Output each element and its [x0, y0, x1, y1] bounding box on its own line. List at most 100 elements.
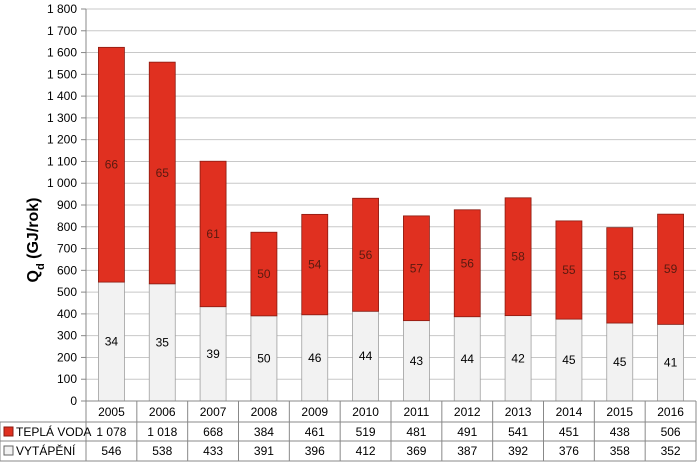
x-tick-label: 2005 [98, 405, 125, 419]
y-tick-label: 1 100 [47, 154, 77, 168]
bar-vytapeni [301, 314, 329, 402]
x-tick-label: 2013 [505, 405, 532, 419]
bar-tepla-voda [606, 227, 634, 324]
percent-label-tepla-voda: 61 [206, 227, 220, 241]
y-tick-label: 600 [57, 263, 77, 277]
percent-label-vytapeni: 44 [359, 349, 373, 363]
x-tick-label: 2006 [149, 405, 176, 419]
bar-tepla-voda [250, 231, 278, 317]
y-tick-label: 1 300 [47, 111, 77, 125]
y-axis-label-sub: d [35, 263, 47, 270]
y-tick-label: 1 700 [47, 24, 77, 38]
percent-label-tepla-voda: 65 [156, 166, 170, 180]
x-tick-label: 2015 [606, 405, 633, 419]
table-cell-tepla-voda: 668 [203, 425, 223, 439]
percent-label-tepla-voda: 66 [105, 158, 119, 172]
bar-tepla-voda [199, 160, 227, 308]
bar-tepla-voda [403, 215, 430, 322]
gridlines [86, 8, 696, 402]
table-cell-vytapeni: 538 [152, 444, 172, 458]
y-tick-label: 800 [57, 220, 77, 234]
percent-label-vytapeni: 50 [257, 351, 271, 365]
table-cell-vytapeni: 433 [203, 444, 223, 458]
x-tick-label: 2012 [454, 405, 481, 419]
x-tick-label: 2008 [251, 405, 278, 419]
bar-vytapeni [606, 322, 634, 402]
table-cell-tepla-voda: 451 [559, 425, 579, 439]
percent-label-tepla-voda: 57 [410, 261, 424, 275]
y-axis: 0 100 200 300 400 500 600 700 800 900 1 000 1 100 1 … [47, 2, 87, 408]
bar-tepla-voda [555, 220, 583, 320]
percent-label-tepla-voda: 55 [613, 268, 627, 282]
percent-label-tepla-voda: 58 [511, 250, 525, 264]
y-tick-label: 100 [57, 372, 77, 386]
percent-label-tepla-voda: 59 [664, 262, 678, 276]
y-tick-label: 1 000 [47, 176, 77, 190]
percent-label-vytapeni: 35 [156, 335, 170, 349]
bar-vytapeni [98, 281, 125, 402]
y-tick-label: 900 [57, 198, 77, 212]
legend-swatch-vytapeni [3, 445, 14, 456]
bar-vytapeni [148, 283, 176, 402]
bar-tepla-voda [453, 209, 481, 318]
y-tick-label: 1 600 [47, 46, 77, 60]
y-axis-label: Qd (GJ/rok) [25, 198, 47, 283]
y-axis-label-unit: (GJ/rok) [25, 198, 42, 264]
table-cell-tepla-voda: 519 [356, 425, 376, 439]
x-tick-label: 2011 [404, 405, 430, 419]
x-tick-label: 2016 [657, 405, 684, 419]
percent-label-tepla-voda: 56 [461, 256, 475, 270]
table-cell-tepla-voda: 541 [508, 425, 528, 439]
percent-label-vytapeni: 39 [206, 347, 220, 361]
x-tick-label: 2014 [556, 405, 583, 419]
data-table: 2005 2006 2007 2008 2009 2010 2011 2012 2013 2014… [0, 400, 697, 462]
table-cell-vytapeni: 358 [610, 444, 630, 458]
percent-label-vytapeni: 41 [664, 356, 678, 370]
bar-vytapeni [504, 315, 532, 402]
table-cell-tepla-voda: 438 [610, 425, 630, 439]
table-cell-vytapeni: 392 [508, 444, 528, 458]
x-tick-label: 2010 [352, 405, 379, 419]
legend-label-tepla-voda: TEPLÁ VODA [16, 424, 91, 439]
bar-vytapeni [555, 318, 583, 402]
y-tick-label: 300 [57, 329, 77, 343]
percent-label-vytapeni: 43 [410, 354, 424, 368]
table-cell-vytapeni: 376 [559, 444, 579, 458]
table-cell-tepla-voda: 1 078 [96, 425, 126, 439]
y-tick-label: 1 400 [47, 89, 77, 103]
table-cell-tepla-voda: 461 [305, 425, 325, 439]
table-cell-tepla-voda: 491 [457, 425, 477, 439]
percent-label-vytapeni: 44 [461, 352, 475, 366]
y-tick-label: 1 500 [47, 67, 77, 81]
table-cell-tepla-voda: 384 [254, 425, 274, 439]
bar-vytapeni [453, 316, 481, 402]
x-tick-label: 2009 [301, 405, 328, 419]
percent-label-tepla-voda: 55 [562, 263, 576, 277]
legend-label-vytapeni: VYTÁPĚNÍ [16, 443, 76, 458]
table-cell-vytapeni: 396 [305, 444, 325, 458]
percent-label-tepla-voda: 56 [359, 248, 373, 262]
y-tick-label: 1 800 [47, 2, 77, 16]
y-tick-label: 500 [57, 285, 77, 299]
legend-swatch-tepla-voda [3, 426, 14, 437]
table-cell-vytapeni: 391 [254, 444, 274, 458]
percent-label-vytapeni: 42 [511, 351, 525, 365]
bar-vytapeni [352, 310, 379, 402]
bar-tepla-voda [148, 61, 176, 285]
percent-label-vytapeni: 46 [308, 351, 322, 365]
y-axis-label-main: Q [25, 270, 42, 282]
table-cell-vytapeni: 412 [356, 444, 376, 458]
percent-label-vytapeni: 45 [613, 355, 627, 369]
bar-tepla-voda [504, 197, 532, 317]
bars: 34 66 35 65 39 61 50 50 46 54 44 56 43 57 44 56 42 58 45 55… [98, 46, 684, 402]
table-cell-vytapeni: 387 [457, 444, 477, 458]
table-cell-vytapeni: 352 [661, 444, 681, 458]
bar-tepla-voda [657, 213, 684, 325]
y-tick-label: 200 [57, 350, 77, 364]
bar-vytapeni [250, 315, 278, 402]
y-tick-label: 400 [57, 307, 77, 321]
percent-label-vytapeni: 45 [562, 353, 576, 367]
table-cell-tepla-voda: 1 018 [147, 425, 177, 439]
y-tick-label: 0 [70, 394, 77, 408]
